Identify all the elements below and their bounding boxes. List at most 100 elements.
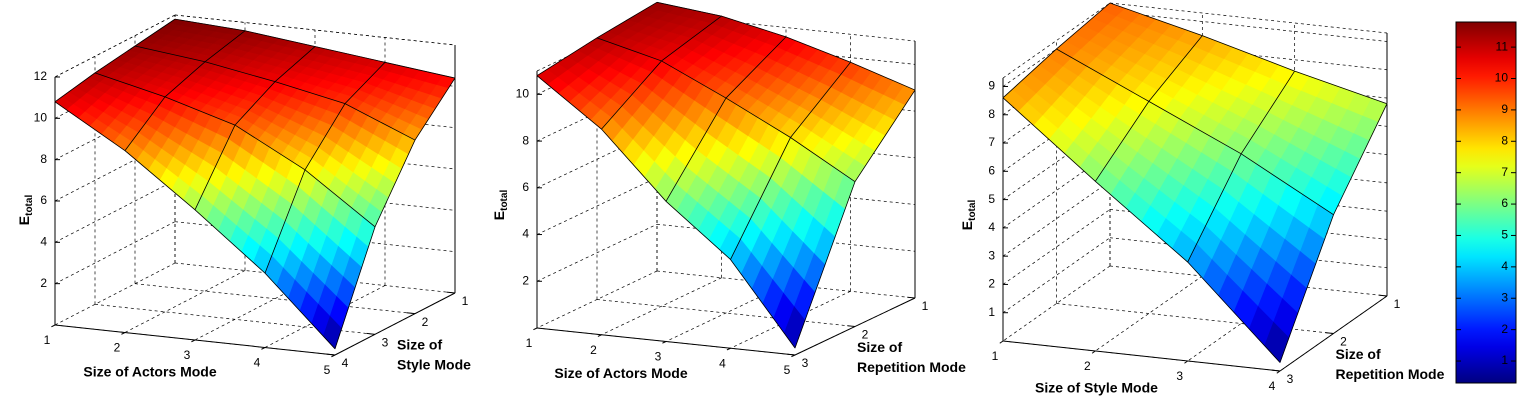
grid-line bbox=[194, 277, 316, 341]
y-tick bbox=[326, 353, 336, 356]
mesh-column bbox=[1279, 103, 1388, 363]
z-tick-label: 6 bbox=[522, 180, 529, 194]
z-label-main: E bbox=[491, 211, 507, 220]
x-tick bbox=[51, 324, 56, 328]
grid-line bbox=[665, 284, 787, 342]
x-axis bbox=[1002, 340, 1281, 372]
mesh-column bbox=[264, 62, 386, 274]
z-tick-label: 6 bbox=[988, 163, 995, 177]
grid-line bbox=[536, 177, 658, 235]
z-label-main: E bbox=[16, 216, 32, 225]
x-tick bbox=[597, 334, 602, 337]
z-axis-label: Etotal bbox=[959, 200, 978, 231]
z-tick-label: 8 bbox=[988, 107, 995, 121]
x-tick bbox=[662, 341, 667, 344]
grid-line bbox=[54, 262, 176, 326]
y-tick-label: 3 bbox=[802, 356, 809, 370]
z-label-main: E bbox=[959, 221, 975, 230]
z-tick-label: 12 bbox=[34, 69, 48, 83]
colorbar-tick-label: 7 bbox=[1501, 165, 1508, 179]
mesh-column bbox=[194, 46, 316, 210]
colorbar bbox=[1455, 21, 1517, 384]
z-tick-label: 6 bbox=[40, 193, 47, 207]
z-tick-label: 4 bbox=[988, 220, 995, 234]
x-tick-label: 2 bbox=[590, 343, 597, 357]
x-tick bbox=[121, 332, 126, 335]
colorbar-tick-label: 6 bbox=[1501, 196, 1508, 210]
colorbar-tick-label: 10 bbox=[1495, 71, 1509, 85]
y-tick-label: 2 bbox=[862, 328, 869, 342]
y-tick bbox=[406, 312, 416, 315]
mesh-column bbox=[1002, 2, 1111, 99]
z-tick-label: 4 bbox=[522, 227, 529, 241]
colorbar-tick-label: 9 bbox=[1501, 102, 1508, 116]
box-edge bbox=[54, 14, 176, 78]
colorbar-tick-label: 4 bbox=[1501, 259, 1508, 273]
y-tick-label: 4 bbox=[342, 356, 349, 370]
z-axis-label: Etotal bbox=[16, 195, 35, 226]
y-tick-label: 3 bbox=[382, 336, 389, 350]
colorbar-tick-label: 3 bbox=[1501, 290, 1508, 304]
y-tick-label: 2 bbox=[422, 315, 429, 329]
z-tick-label: 10 bbox=[516, 87, 530, 101]
z-tick-label: 7 bbox=[988, 135, 995, 149]
z-tick-label: 8 bbox=[40, 152, 47, 166]
grid-line bbox=[1002, 237, 1111, 314]
y-tick bbox=[1325, 332, 1334, 334]
x-axis-label: Size of Actors Mode bbox=[554, 365, 687, 381]
z-tick-label: 3 bbox=[988, 248, 995, 262]
z-label-sub: total bbox=[967, 200, 978, 221]
grid-line bbox=[1095, 275, 1203, 352]
x-tick bbox=[1184, 360, 1188, 364]
x-tick bbox=[726, 347, 731, 351]
z-tick-label: 2 bbox=[522, 273, 529, 287]
grid-line bbox=[1002, 209, 1111, 285]
grid-line bbox=[536, 223, 658, 282]
mesh-column bbox=[54, 18, 176, 103]
y-tick bbox=[907, 296, 916, 299]
z-tick-label: 9 bbox=[988, 79, 995, 93]
x-axis-label: Size of Actors Mode bbox=[83, 364, 216, 380]
x-tick-label: 1 bbox=[526, 336, 533, 350]
x-tick bbox=[1091, 350, 1096, 354]
z-axis-label: Etotal bbox=[491, 190, 510, 221]
y-tick bbox=[1378, 294, 1388, 297]
mesh-row bbox=[1056, 48, 1334, 216]
x-tick-label: 2 bbox=[114, 341, 121, 355]
mesh-row bbox=[1109, 2, 1388, 105]
mesh-column bbox=[124, 30, 246, 151]
y-tick-label: 2 bbox=[1340, 335, 1347, 349]
grid-line bbox=[54, 180, 176, 243]
x-tick bbox=[533, 327, 538, 331]
mesh-column bbox=[1095, 35, 1203, 182]
box-edge bbox=[1002, 2, 1111, 79]
x-tick bbox=[261, 347, 266, 350]
grid-line bbox=[656, 270, 916, 299]
x-tick-label: 5 bbox=[784, 363, 791, 377]
y-tick bbox=[787, 353, 796, 356]
x-tick-label: 3 bbox=[184, 348, 191, 362]
colorbar-tick-label: 11 bbox=[1496, 39, 1509, 53]
x-axis-label: Size of Style Mode bbox=[1035, 380, 1158, 396]
x-tick bbox=[191, 339, 196, 343]
y-tick-label: 1 bbox=[462, 294, 469, 308]
x-tick bbox=[999, 340, 1004, 344]
x-tick-label: 1 bbox=[992, 349, 999, 363]
z-tick-label: 4 bbox=[40, 235, 47, 249]
mesh-column bbox=[1187, 70, 1296, 263]
surface-plot: 1 2 3 4 5 1 2 3 2 4 6 8 10 Size of Actors Mode Size of… bbox=[491, 1, 966, 381]
mesh-row bbox=[1002, 97, 1281, 363]
y-axis-label: Size of bbox=[1336, 346, 1381, 362]
x-tick-label: 4 bbox=[719, 356, 726, 370]
mesh-column bbox=[730, 62, 851, 260]
grid-line bbox=[1056, 303, 1334, 334]
y-tick bbox=[446, 291, 456, 294]
mesh-column bbox=[334, 77, 456, 349]
colorbar-tick-label: 1 bbox=[1501, 353, 1508, 367]
colorbar-tick-label: 8 bbox=[1501, 133, 1508, 147]
y-axis bbox=[334, 292, 456, 356]
y-axis-label: Repetition Mode bbox=[1336, 366, 1445, 382]
